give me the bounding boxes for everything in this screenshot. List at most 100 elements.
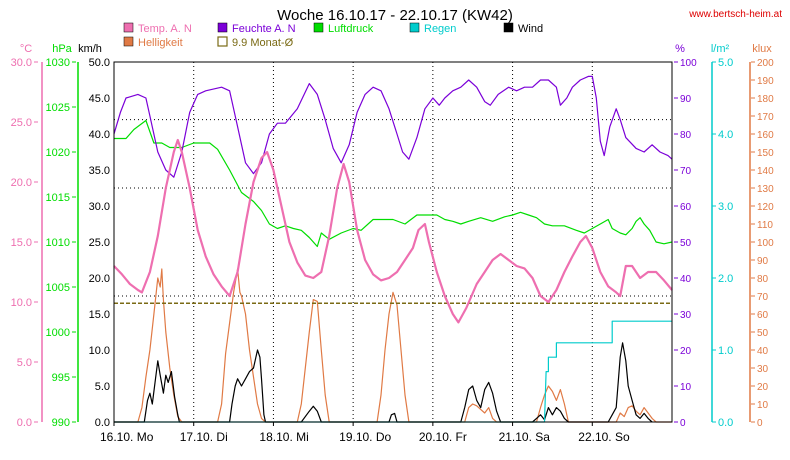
pressure-tick-label: 1005 [46,282,70,294]
wind-tick-label: 35.0 [89,165,110,177]
brightness-tick-label: 20 [757,382,769,393]
brightness-tick-label: 110 [757,220,773,231]
legend-swatch-avg [217,36,228,47]
brightness-axis-unit: klux [752,43,772,55]
humidity-tick-label: 10 [680,382,692,393]
brightness-tick-label: 80 [757,274,769,285]
brightness-tick-label: 30 [757,364,769,375]
brightness-tick-label: 100 [757,238,774,249]
series-brightness [114,268,672,423]
legend-label-avg: 9.9 Monat-Ø [232,37,294,49]
brightness-tick-label: 140 [757,166,774,177]
legend-label-rain: Regen [424,23,456,35]
pressure-axis-unit: hPa [52,43,72,55]
humidity-axis-unit: % [675,43,685,55]
x-tick-label: 22.10. So [578,430,630,444]
series-pressure [114,119,673,248]
humidity-tick-label: 80 [680,130,692,141]
humidity-tick-label: 20 [680,346,692,357]
rain-axis-unit: l/m² [711,43,730,55]
legend-label-temp: Temp. A. N [138,23,192,35]
temp-tick-label: 5.0 [17,357,32,369]
wind-tick-label: 10.0 [89,345,110,357]
left-axes: 0.0 5.0 10.0 15.0 20.0 25.0 30.0 990 995 1000 1005… [11,57,110,429]
legend-label-pressure: Luftdruck [328,23,374,35]
x-tick-label: 17.10. Di [180,430,228,444]
wind-tick-label: 40.0 [89,129,110,141]
grid [114,62,672,422]
brightness-tick-label: 160 [757,130,774,141]
wind-tick-label: 5.0 [95,381,110,393]
rain-tick-label: 4.0 [718,129,733,141]
rain-tick-label: 2.0 [718,273,733,285]
humidity-tick-label: 60 [680,202,692,213]
series-temp [113,138,673,324]
brightness-tick-label: 200 [757,58,774,69]
legend-swatch-humidity [217,22,228,33]
legend-swatch-pressure [313,22,324,33]
wind-tick-label: 20.0 [89,273,110,285]
legend-swatch-temp [123,22,134,33]
legend-swatch-rain [409,22,420,33]
pressure-tick-label: 990 [52,417,70,429]
legend-label-brightness: Helligkeit [138,37,183,49]
series-layer [113,75,673,423]
wind-tick-label: 50.0 [89,57,110,69]
brightness-tick-label: 190 [757,76,774,87]
pressure-tick-label: 1000 [46,327,70,339]
x-axis: 16.10. Mo 17.10. Di 18.10. Mi 19.10. Do 20.1… [100,422,630,444]
humidity-tick-label: 50 [680,238,692,249]
pressure-tick-label: 1010 [46,237,70,249]
legend: Temp. A. N Feuchte A. N Luftdruck Regen Wind… [123,22,543,49]
wind-tick-label: 25.0 [89,237,110,249]
wind-tick-label: 15.0 [89,309,110,321]
site-link[interactable]: www.bertsch-heim.at [688,9,782,20]
rain-tick-label: 1.0 [718,345,733,357]
pressure-tick-label: 1015 [46,192,70,204]
humidity-tick-label: 100 [680,58,697,69]
humidity-tick-label: 0 [680,418,686,429]
x-tick-label: 18.10. Mi [259,430,308,444]
series-rain [114,320,672,423]
humidity-tick-label: 70 [680,166,692,177]
legend-swatch-wind [503,22,514,33]
brightness-tick-label: 10 [757,400,769,411]
series-humidity [113,75,673,178]
pressure-tick-label: 1025 [46,102,70,114]
plot-frame [113,61,673,423]
temp-tick-label: 25.0 [11,117,32,129]
brightness-tick-label: 180 [757,94,774,105]
wind-tick-label: 45.0 [89,93,110,105]
rain-tick-label: 0.0 [718,417,733,429]
brightness-tick-label: 120 [757,202,774,213]
brightness-tick-label: 150 [757,148,774,159]
humidity-tick-label: 90 [680,94,692,105]
brightness-tick-label: 170 [757,112,774,123]
axis-headers: °C hPa km/h% l/m² klux [20,43,772,55]
legend-swatch-brightness [123,36,134,47]
temp-axis-unit: °C [20,43,32,55]
brightness-tick-label: 130 [757,184,774,195]
chart-title: Woche 16.10.17 - 22.10.17 (KW42) [277,7,513,24]
brightness-tick-label: 40 [757,346,769,357]
pressure-tick-label: 995 [52,372,70,384]
pressure-tick-label: 1020 [46,147,70,159]
temp-tick-label: 10.0 [11,297,32,309]
legend-label-humidity: Feuchte A. N [232,23,296,35]
right-axes: 01020304050607080901000.01.02.03.04.05.0… [674,57,774,429]
humidity-tick-label: 40 [680,274,692,285]
wind-axis-unit: km/h [78,43,102,55]
rain-tick-label: 3.0 [718,201,733,213]
temp-tick-label: 0.0 [17,417,32,429]
x-tick-label: 21.10. Sa [499,430,551,444]
wind-tick-label: 30.0 [89,201,110,213]
wind-tick-label: 0.0 [95,417,110,429]
brightness-tick-label: 60 [757,310,769,321]
x-tick-label: 16.10. Mo [100,430,154,444]
brightness-tick-label: 0 [757,418,763,429]
brightness-tick-label: 90 [757,256,769,267]
humidity-tick-label: 30 [680,310,692,321]
temp-tick-label: 20.0 [11,177,32,189]
brightness-tick-label: 50 [757,328,769,339]
